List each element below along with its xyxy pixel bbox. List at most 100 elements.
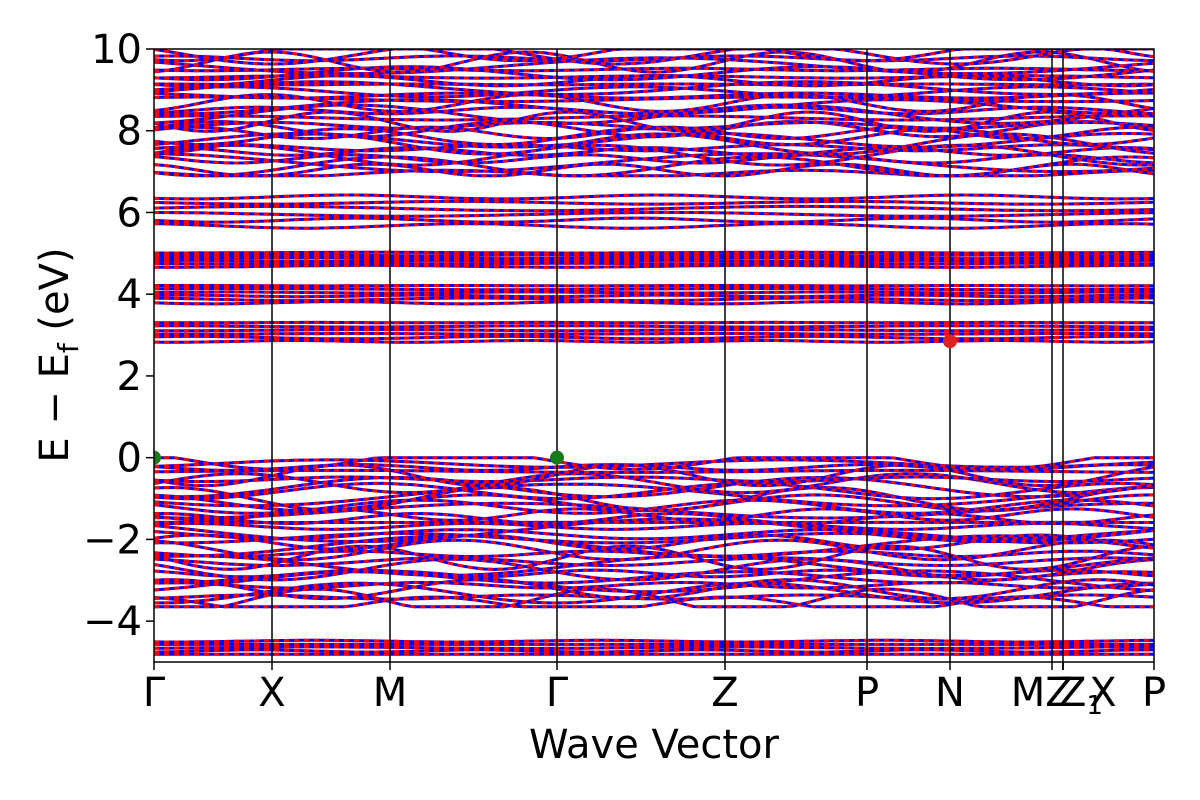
band-line-red <box>154 199 1154 206</box>
y-axis-ticks: 10 8 6 4 2 0 −2 −4 <box>83 27 154 645</box>
band-line-red <box>154 498 1154 515</box>
band-line-red <box>154 216 1154 224</box>
band-line-red <box>154 293 1154 299</box>
x-tick-label: X <box>1089 670 1116 716</box>
band-line-red <box>154 93 1154 113</box>
band-line-red <box>154 324 1154 329</box>
band-line-red <box>154 91 1154 100</box>
band-line-red <box>154 587 1154 609</box>
band-line-red <box>154 339 1154 344</box>
y-axis-title: E − Ef (eV) <box>32 247 85 462</box>
band-line-red <box>154 472 1154 495</box>
band-line-red <box>154 595 1154 609</box>
x-tick-label: P <box>855 670 879 716</box>
band-line-blue <box>154 50 1154 74</box>
y-axis-title-unit <box>32 331 78 344</box>
extrema-markers <box>154 334 957 465</box>
x-tick-label: Γ <box>546 670 569 716</box>
high-symmetry-lines <box>271 49 1064 662</box>
band-line-red <box>154 463 1154 488</box>
band-line-red <box>154 456 1154 471</box>
x-tick-label: M <box>1011 670 1046 716</box>
band-line-red <box>154 481 1154 501</box>
x-tick-label: Γ <box>143 670 166 716</box>
x-tick-label: P <box>1142 670 1166 716</box>
band-line-red <box>154 300 1154 306</box>
band-line-red <box>154 146 1154 157</box>
band-line-red <box>154 143 1154 153</box>
band-line-red <box>154 334 1154 341</box>
vbm-marker <box>154 450 161 465</box>
band-line-red <box>154 168 1154 178</box>
band-line-red <box>154 82 1154 87</box>
x-axis-title: Wave Vector <box>529 722 780 768</box>
band-line-red <box>154 204 1154 213</box>
band-line-red <box>154 570 1154 585</box>
band-line-red <box>154 153 1154 165</box>
band-line-red <box>154 74 1154 80</box>
band-line-red <box>154 210 1154 218</box>
band-line-red <box>154 132 1154 156</box>
x-tick-label: X <box>258 670 285 716</box>
band-line-red <box>154 328 1154 333</box>
band-line-red <box>154 485 1154 512</box>
band-line-red <box>154 648 1154 654</box>
band-line-red <box>154 287 1154 292</box>
band-line-red <box>154 645 1154 650</box>
x-tick-label: M <box>373 670 408 716</box>
y-axis-title-subscript: f <box>52 342 85 353</box>
band-line-red <box>154 458 1154 469</box>
band-line-red <box>154 521 1154 531</box>
y-tick-label: −4 <box>83 599 142 645</box>
band-line-red <box>154 507 1154 522</box>
y-tick-label: 6 <box>117 190 142 236</box>
band-line-red <box>154 511 1154 526</box>
y-axis-title-main: E − E <box>32 353 78 463</box>
band-line-red <box>154 517 1154 543</box>
band-line-red <box>154 152 1154 174</box>
band-line-red <box>154 222 1154 230</box>
band-line-red <box>154 49 1154 66</box>
band-line-red <box>154 557 1154 582</box>
band-line-red <box>154 155 1154 178</box>
band-line-red <box>154 193 1154 201</box>
y-tick-label: −2 <box>83 517 142 563</box>
x-tick-label: Z <box>711 670 738 716</box>
band-line-red <box>154 578 1154 601</box>
band-line-red <box>154 290 1154 295</box>
band-line-red <box>154 332 1154 336</box>
band-line-red <box>154 98 1154 116</box>
band-lines <box>154 49 1154 656</box>
x-tick-label: N <box>935 670 965 716</box>
y-tick-label: 0 <box>117 436 142 482</box>
band-line-red <box>154 261 1154 266</box>
band-line-red <box>154 296 1154 303</box>
cbm-marker <box>943 334 957 349</box>
y-tick-label: 2 <box>117 354 142 400</box>
band-line-red <box>154 533 1154 551</box>
band-line-red <box>154 80 1154 97</box>
band-line-red <box>154 482 1154 508</box>
band-line-red <box>154 253 1154 258</box>
y-axis-title-unit-text: (eV) <box>32 247 78 330</box>
band-line-red <box>154 475 1154 499</box>
band-line-red <box>154 66 1154 73</box>
band-line-red <box>154 538 1154 562</box>
band-line-red <box>154 256 1154 261</box>
band-line-red <box>154 534 1154 558</box>
band-line-red <box>154 85 1154 99</box>
y-tick-label: 8 <box>117 109 142 155</box>
y-tick-label: 10 <box>91 27 142 73</box>
band-line-red <box>154 263 1154 269</box>
vbm-marker <box>550 450 564 465</box>
band-line-red <box>154 103 1154 125</box>
band-line-red <box>154 54 1154 63</box>
band-line-red <box>154 258 1154 263</box>
band-line-red <box>154 65 1154 82</box>
band-line-red <box>154 581 1154 605</box>
x-tick-label: Z <box>1045 670 1072 716</box>
band-line-red <box>154 120 1154 139</box>
band-line-red <box>154 250 1154 255</box>
band-line-red <box>154 569 1154 594</box>
plot-frame <box>153 48 1155 663</box>
